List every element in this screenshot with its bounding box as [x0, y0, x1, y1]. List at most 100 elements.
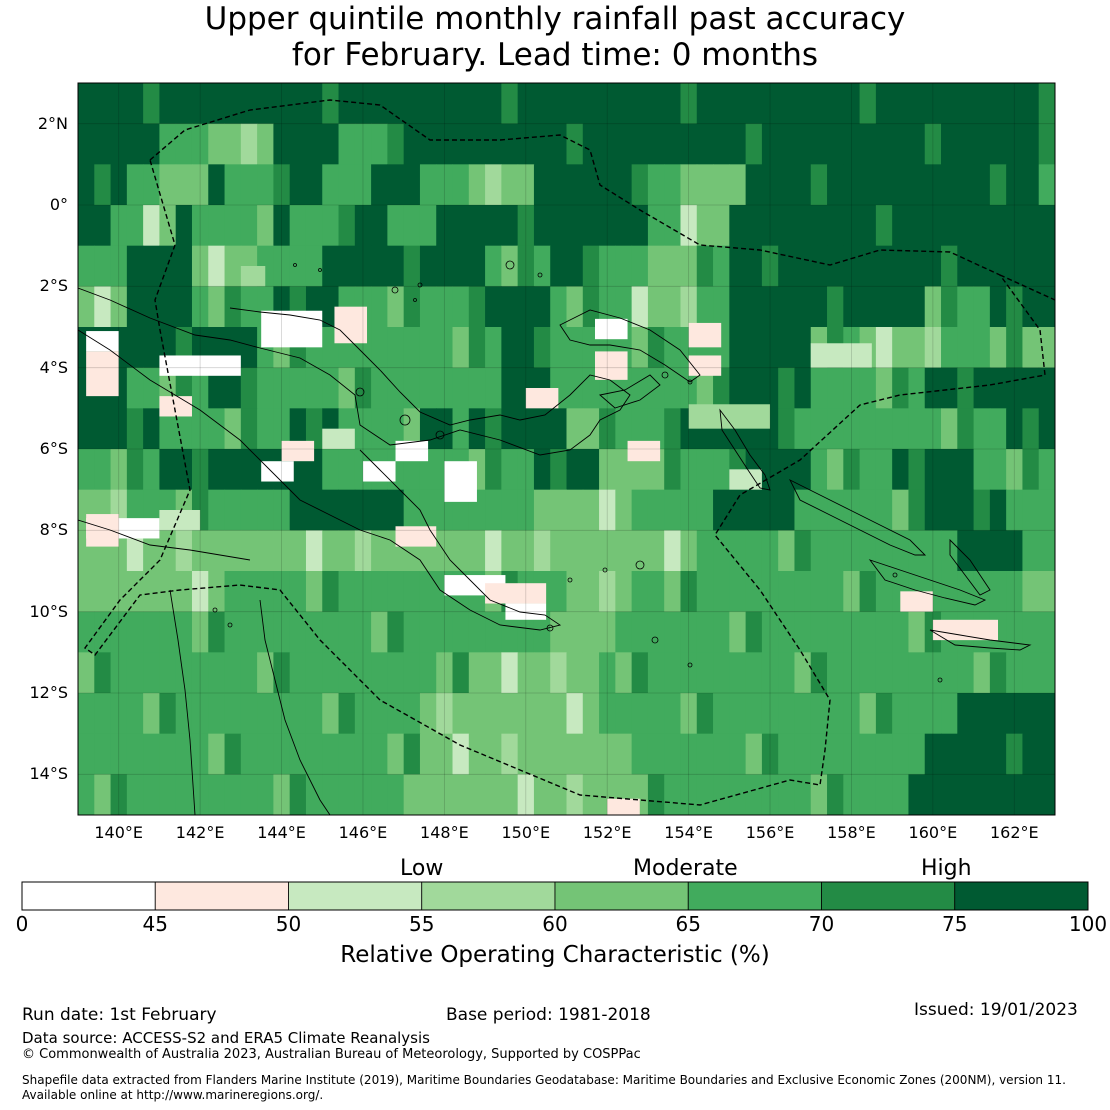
issued-date: Issued: 19/01/2023 [914, 1000, 1078, 1020]
grid-cell [338, 245, 356, 287]
grid-cell [224, 83, 242, 125]
grid-cell [729, 611, 747, 653]
grid-cell [1038, 774, 1055, 815]
grid-cell [305, 164, 323, 206]
grid-cell [240, 489, 258, 531]
grid-cell [599, 611, 616, 653]
grid-cell [1038, 83, 1055, 125]
grid-cell [387, 652, 405, 694]
grid-cell [452, 652, 470, 694]
grid-cell [159, 693, 177, 735]
grid-cell [354, 245, 372, 287]
grid-cell [794, 205, 812, 247]
grid-cell [143, 327, 160, 369]
grid-cell [908, 733, 926, 775]
grid-cell [582, 652, 600, 694]
grid-cell [973, 205, 991, 247]
grid-cell [810, 652, 828, 694]
grid-cell [159, 83, 177, 125]
grid-cell [257, 83, 274, 125]
grid-cell [892, 693, 909, 735]
grid-cell [419, 652, 437, 694]
grid-cell [810, 611, 828, 653]
grid-cell [989, 83, 1007, 125]
grid-cell [436, 693, 454, 735]
grid-cell [387, 245, 405, 287]
grid-cell [257, 408, 274, 450]
grid-cell [631, 408, 649, 450]
grid-cell [208, 571, 226, 613]
grid-cell [371, 327, 388, 369]
grid-cell [713, 83, 730, 125]
grid-cell [191, 652, 209, 694]
grid-cell [257, 571, 274, 613]
grid-cell [159, 286, 177, 328]
grid-cell [485, 327, 502, 369]
grid-cell [257, 733, 274, 775]
grid-cell [403, 123, 421, 165]
grid-cell [403, 408, 421, 450]
grid-cell [924, 652, 942, 694]
grid-cell [191, 286, 209, 328]
grid-cell [305, 205, 323, 247]
grid-cell [322, 611, 340, 653]
latitude-tick-label: 2°S [39, 276, 68, 296]
grid-cell [631, 286, 649, 328]
new-guinea-coastline [78, 287, 631, 631]
grid-cell [680, 449, 698, 491]
latitude-tick-label: 0° [49, 195, 68, 214]
grid-cell [566, 652, 584, 694]
grid-cell [989, 164, 1007, 206]
grid-cell [419, 774, 437, 815]
grid-cell [680, 571, 698, 613]
grid-cell [419, 83, 437, 125]
grid-cell [859, 530, 877, 572]
grid-cell [924, 530, 942, 572]
latitude-tick-label: 4°S [39, 357, 68, 377]
grid-cell [941, 774, 958, 815]
grid-cell [94, 205, 112, 247]
grid-cell [989, 123, 1007, 165]
grid-cell [761, 530, 779, 572]
grid-cell [973, 408, 991, 450]
grid-cell [908, 774, 926, 815]
grid-cell [126, 164, 144, 206]
grid-cell [322, 652, 340, 694]
grid-cell [191, 733, 209, 775]
grid-cell [875, 449, 893, 491]
grid-cell [240, 408, 258, 450]
grid-cell [452, 245, 470, 287]
grid-cell [126, 571, 144, 613]
grid-cell-low [594, 351, 628, 380]
grid-cell [957, 245, 975, 287]
grid-cell [827, 286, 844, 328]
grid-cell [957, 733, 975, 775]
grid-cell [1022, 205, 1040, 247]
grid-cell [599, 205, 616, 247]
colorbar-segment [288, 881, 423, 911]
grid-cell [354, 733, 372, 775]
grid-cell [875, 83, 893, 125]
grid-cell [615, 530, 633, 572]
grid-cell [1022, 367, 1040, 409]
grid-cell-low [688, 355, 722, 376]
grid-cell [794, 286, 812, 328]
grid-cell [875, 245, 893, 287]
grid-cell-low [281, 440, 315, 462]
grid-cell [224, 245, 242, 287]
grid-cell [941, 367, 958, 409]
grid-cell [517, 205, 535, 247]
grid-cell [566, 327, 584, 369]
grid-cell [1022, 286, 1040, 328]
grid-cell [973, 164, 991, 206]
grid-cell [371, 693, 388, 735]
grid-cell [859, 286, 877, 328]
grid-cell [957, 693, 975, 735]
grid-cell [257, 652, 274, 694]
grid-cell [78, 774, 95, 815]
grid-cell [322, 530, 340, 572]
grid-cell [1038, 408, 1055, 450]
grid-cell [1006, 123, 1023, 165]
grid-cell [305, 530, 323, 572]
grid-cell [631, 123, 649, 165]
